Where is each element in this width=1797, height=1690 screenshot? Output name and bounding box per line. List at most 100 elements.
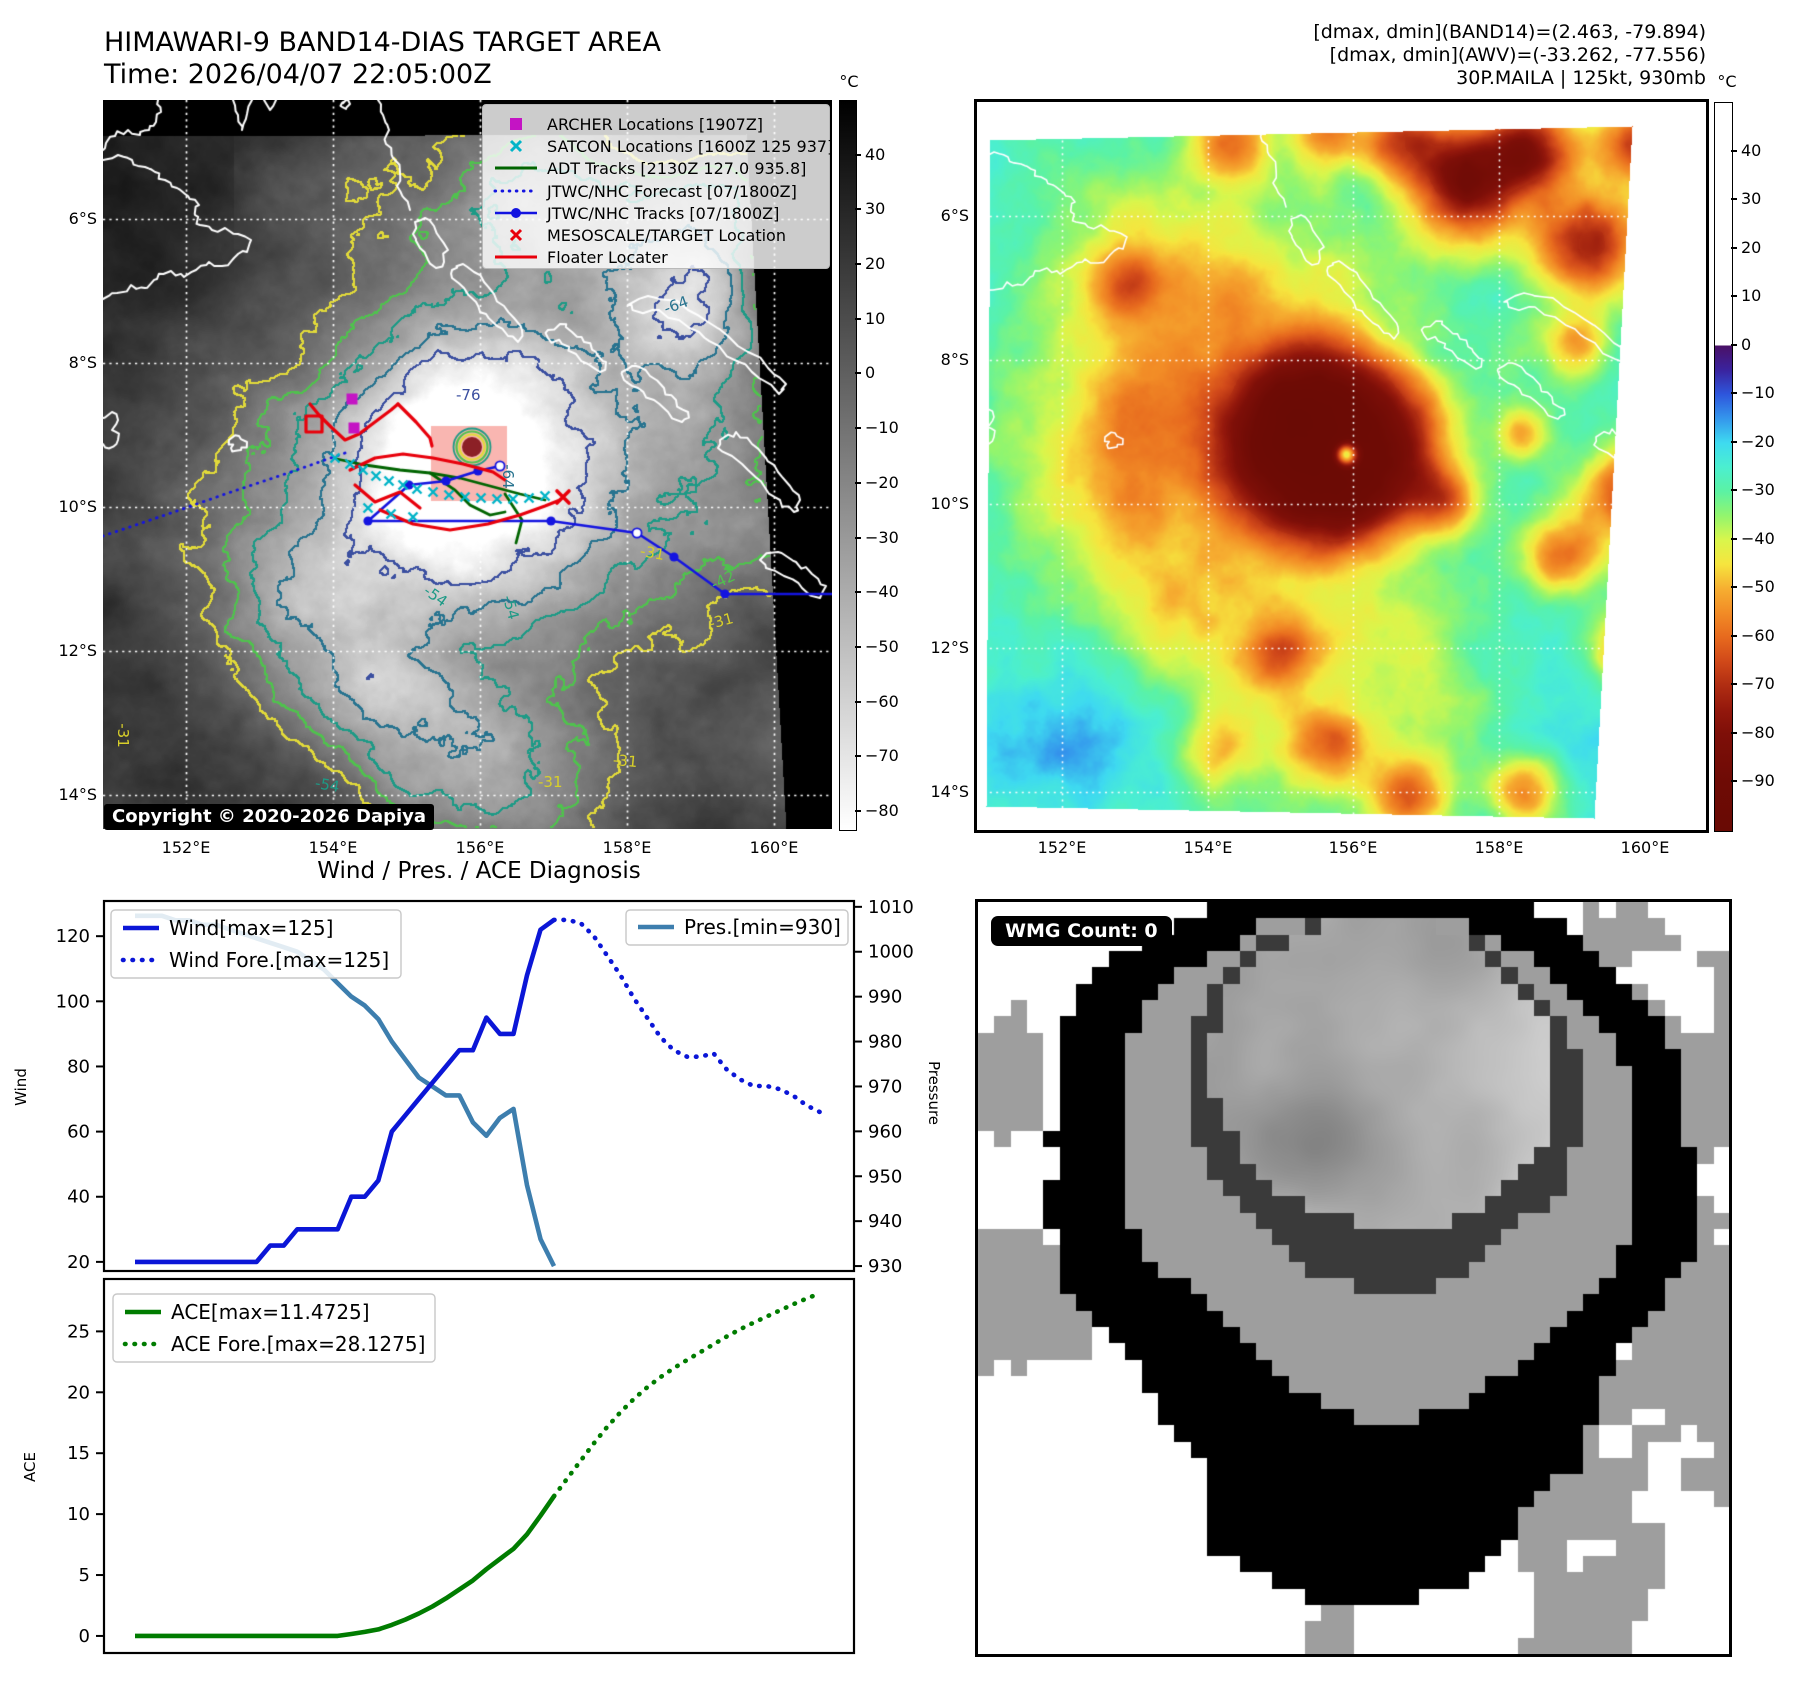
panel2-lat-tick-label: 8°S [940, 350, 969, 369]
panel1-copyright: Copyright © 2020-2026 Dapiya [104, 804, 435, 830]
pressure-tick-label: 1010 [868, 897, 914, 918]
panel1-lat-tick-label: 8°S [68, 353, 97, 372]
panel1-contour-label: -31 [113, 723, 132, 748]
panel2-colorbar-tick-label: 40 [1741, 140, 1762, 160]
panel2-colorbar-tick-label: −70 [1741, 674, 1775, 694]
panel1-colorbar-tickmark [855, 372, 861, 375]
panel4-frame [975, 899, 1732, 1657]
pressure-tick-label: 950 [868, 1166, 902, 1187]
pressure-tick-label: 940 [868, 1211, 902, 1232]
wind-legend-box [110, 909, 402, 979]
panel2-annotation-band14: [dmax, dmin](BAND14)=(2.463, -79.894) [1313, 21, 1706, 43]
panel1-lon-tick-label: 152°E [161, 838, 211, 857]
panel1-colorbar-tick-label: −50 [865, 636, 899, 656]
panel1-legend-label: ADT Tracks [2130Z 127.0 935.8] [547, 159, 807, 179]
panel2-lat-tick-label: 14°S [930, 782, 969, 801]
wind-tick-label: 100 [56, 991, 90, 1012]
ace-tick-label: 20 [67, 1382, 90, 1403]
pressure-tick-label: 980 [868, 1032, 902, 1053]
panel1-legend: ARCHER Locations [1907Z] SATCON Locations… [482, 104, 833, 269]
wind-tick-label: 20 [67, 1252, 90, 1273]
ace-forecast-line [551, 1291, 823, 1499]
panel1-lon-tick-label: 156°E [455, 838, 505, 857]
panel1-legend-row: MESOSCALE/TARGET Location [483, 224, 829, 247]
panel2-colorbar-tickmark [1731, 780, 1737, 783]
panel1-contour-label: -31 [538, 773, 563, 791]
panel2-colorbar-tickmark [1731, 149, 1737, 152]
panel2-colorbar-tick-label: 30 [1741, 189, 1762, 209]
panel2-colorbar-tickmark [1731, 586, 1737, 589]
panel1-legend-row: ARCHER Locations [1907Z] [483, 113, 829, 136]
panel2-colorbar-tick-label: −50 [1741, 577, 1775, 597]
panel2-annotation-storm: 30P.MAILA | 125kt, 930mb [1456, 67, 1706, 89]
panel1-colorbar-tick-label: 20 [865, 254, 886, 274]
panel2-colorbar-tick-label: −20 [1741, 431, 1775, 451]
pressure-tick-label: 960 [868, 1121, 902, 1142]
panel1-contour-label: -31 [612, 750, 639, 772]
panel1-colorbar-tickmark [855, 645, 861, 648]
panel2-colorbar-tickmark [1731, 731, 1737, 734]
panel2-lon-tick-label: 154°E [1183, 838, 1233, 857]
panel2-colorbar-tickmark [1731, 683, 1737, 686]
panel1-colorbar-tickmark [855, 809, 861, 812]
panel2-colorbar-tickmark [1731, 634, 1737, 637]
panel1-colorbar-tick-label: 0 [865, 363, 876, 383]
pressure-legend-box [625, 909, 849, 946]
panel1-legend-label: JTWC/NHC Tracks [07/1800Z] [547, 203, 780, 223]
pressure-tick-label: 930 [868, 1256, 902, 1277]
panel1-colorbar-tickmark [855, 427, 861, 430]
panel2-lon-tick-label: 152°E [1037, 838, 1087, 857]
wind-tick-label: 80 [67, 1056, 90, 1077]
panel1-colorbar-tick-label: −60 [865, 691, 899, 711]
ace-chart-frame [102, 1277, 856, 1655]
panel1-colorbar-tick-label: −30 [865, 527, 899, 547]
panel2-colorbar-tick-label: 0 [1741, 334, 1752, 354]
panel1-lon-tick-label: 154°E [308, 838, 358, 857]
panel1-legend-label: ARCHER Locations [1907Z] [547, 115, 764, 134]
panel2-colorbar-tick-label: −30 [1741, 480, 1775, 500]
panel1-lat-tick-label: 6°S [68, 209, 97, 228]
panel1-colorbar-tickmark [855, 481, 861, 484]
wind-forecast-legend-label: Wind Fore.[max=125] [169, 948, 389, 972]
panel2-annotation-awv: [dmax, dmin](AWV)=(-33.262, -77.556) [1329, 44, 1706, 66]
panel1-colorbar-tickmark [855, 208, 861, 211]
panel1-legend-label: MESOSCALE/TARGET Location [547, 226, 786, 245]
panel1-colorbar-unit: °C [839, 72, 859, 91]
panel2-satellite-canvas [977, 102, 1706, 830]
panel1-lat-tick-label: 12°S [58, 641, 97, 660]
panel1-legend-marker-shape [511, 207, 521, 218]
panel1-lat-tick-label: 14°S [58, 785, 97, 804]
wind-tick-label: 60 [67, 1122, 90, 1143]
panel2-lon-tick-label: 156°E [1328, 838, 1378, 857]
panel1-contour-label: -31 [638, 542, 666, 564]
wind-legend-label: Wind[max=125] [169, 916, 333, 940]
wind-forecast-line [551, 917, 823, 1115]
panel2-lat-tick-label: 6°S [940, 206, 969, 225]
ace-forecast-legend-label: ACE Fore.[max=28.1275] [171, 1332, 425, 1356]
panel1-legend-marker-x-icon [509, 140, 523, 153]
ace-tick-label: 15 [67, 1443, 90, 1464]
panel1-legend-row: SATCON Locations [1600Z 125 937] [483, 135, 833, 158]
panel1-lon-tick-label: 160°E [749, 838, 799, 857]
panel1-colorbar-tick-label: 30 [865, 199, 886, 219]
panel1-colorbar-tick-label: 40 [865, 144, 886, 164]
panel1-colorbar-tick-label: 10 [865, 308, 886, 328]
pressure-tick-label: 1000 [868, 942, 914, 963]
panel1-legend-marker-line-icon [495, 166, 537, 170]
pressure-tick-label: 970 [868, 1076, 902, 1097]
panel1-legend-marker-linedot-icon [495, 207, 537, 218]
panel1-legend-row: JTWC/NHC Tracks [07/1800Z] [483, 202, 829, 225]
ace-tick-label: 25 [67, 1321, 90, 1342]
ace-tick-label: 5 [79, 1565, 90, 1586]
panel1-colorbar-tickmark [855, 536, 861, 539]
panel1-colorbar-tickmark [855, 263, 861, 266]
wind-tick-label: 120 [56, 926, 90, 947]
panel2-lon-tick-label: 160°E [1620, 838, 1670, 857]
panel1-legend-marker-x-icon [509, 228, 523, 242]
panel2-colorbar-tick-label: −60 [1741, 625, 1775, 645]
panel1-colorbar-tick-label: −20 [865, 472, 899, 492]
panel1-colorbar-tickmark [855, 755, 861, 758]
panel1-legend-marker-shape [509, 228, 523, 242]
